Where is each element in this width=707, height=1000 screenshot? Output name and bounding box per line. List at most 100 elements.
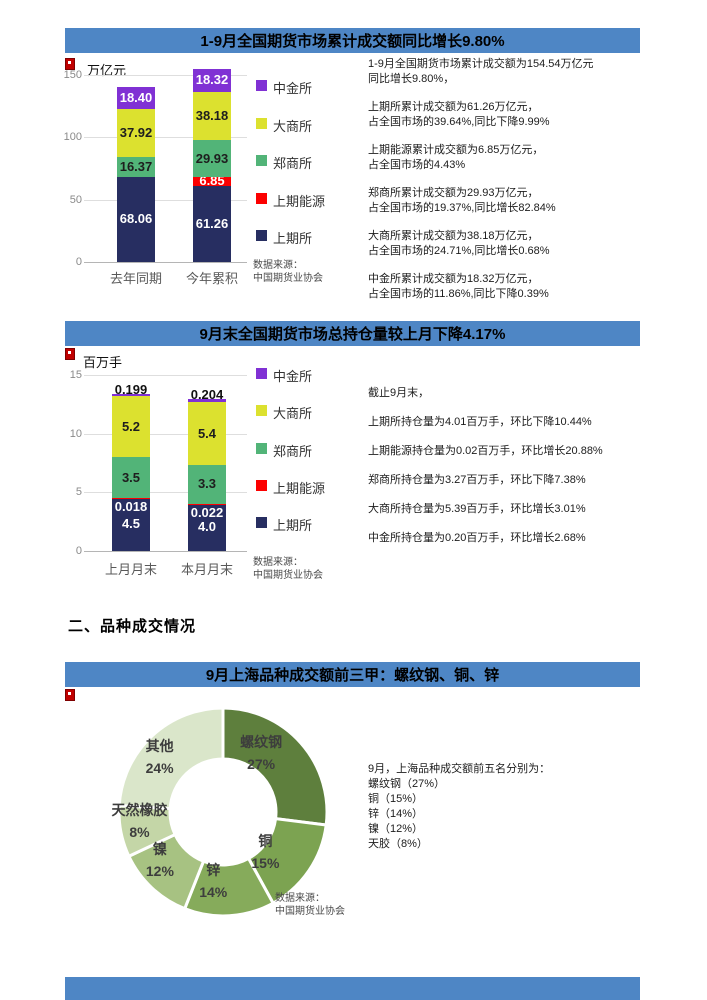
commentary-line: 铜（15%） — [368, 793, 424, 805]
commentary-paragraph: 天胶（8%） — [368, 837, 653, 852]
commentary-line: 截止9月末， — [368, 387, 430, 399]
commentary-paragraph: 郑商所持仓量为3.27百万手，环比下降7.38% — [368, 473, 653, 488]
y-axis-unit-label: 百万手 — [83, 355, 123, 370]
commentary-paragraph: 大商所累计成交额为38.18万亿元， 占全国市场的24.71%,同比增长0.68% — [368, 229, 653, 259]
segment-value-label: 0.018 — [114, 498, 148, 514]
y-tick-label: 0 — [75, 545, 82, 557]
legend-swatch — [256, 479, 267, 491]
commentary-line: 同比增长9.80%， — [368, 73, 455, 85]
y-tick-label: 150 — [63, 69, 82, 81]
legend-swatch — [256, 192, 267, 204]
donut-slice — [126, 832, 206, 911]
y-tick-label: 100 — [63, 131, 82, 144]
bar-segment — [188, 401, 226, 466]
segment-value-label: 29.93 — [195, 150, 229, 166]
segment-value-label: 5.2 — [121, 418, 141, 434]
segment-value-label: 3.3 — [197, 476, 217, 492]
donut-slice-label: 锌 14% — [199, 862, 228, 901]
commentary-line: 上期所持仓量为4.01百万手，环比下降10.44% — [368, 416, 592, 428]
segment-value-label: 0.199 — [114, 381, 148, 397]
gridline — [84, 433, 247, 435]
y-tick-label: 0 — [75, 256, 82, 268]
commentary-line: 1-9月全国期货市场累计成交额为154.54万亿元 — [368, 58, 594, 70]
commentary-line: 中金所持仓量为0.20百万手，环比增长2.68% — [368, 532, 586, 544]
commentary-paragraph: 大商所持仓量为5.39百万手，环比增长3.01% — [368, 502, 653, 517]
commentary-line: 郑商所累计成交额为29.93万亿元， — [368, 187, 539, 199]
bar-segment — [193, 69, 231, 93]
commentary-line: 天胶（8%） — [368, 838, 428, 850]
commentary-line: 锌（14%） — [368, 808, 424, 820]
segment-value-label: 16.37 — [119, 158, 153, 174]
y-tick-label: 10 — [69, 427, 82, 440]
commentary-paragraph: 锌（14%） — [368, 807, 653, 822]
commentary-paragraph: 上期所持仓量为4.01百万手，环比下降10.44% — [368, 415, 653, 430]
gridline — [84, 75, 247, 76]
bar-segment — [117, 86, 155, 110]
y-axis-unit-label: 万亿元 — [87, 63, 127, 78]
bar-segment — [117, 109, 155, 157]
legend-label: 上期能源 — [273, 480, 326, 496]
bar-segment — [188, 465, 226, 504]
y-tick-label: 50 — [69, 193, 82, 206]
gridline — [84, 492, 247, 494]
bar-segment — [188, 399, 226, 402]
commentary-paragraph: 截止9月末， — [368, 386, 653, 401]
commentary-paragraph: 上期能源持仓量为0.02百万手，环比增长20.88% — [368, 444, 653, 459]
commentary-paragraph: 螺纹钢（27%） — [368, 777, 653, 792]
gridline — [84, 375, 247, 376]
legend-swatch — [256, 517, 267, 529]
commentary-line: 郑商所持仓量为3.27百万手，环比下降7.38% — [368, 474, 586, 486]
data-source-note: 中国期货业协会 — [253, 570, 323, 581]
legend-label: 上期所 — [273, 231, 313, 246]
bar-segment — [117, 177, 155, 262]
segment-value-label: 4.0 — [197, 519, 217, 535]
bar-segment — [112, 498, 150, 551]
category-label: 上月月末 — [104, 562, 157, 577]
bar-segment — [112, 393, 150, 396]
legend-label: 上期能源 — [273, 193, 326, 209]
open-interest-commentary-text: 截止9月末， 上期所持仓量为4.01百万手，环比下降10.44% 上期能源持仓量为0… — [368, 386, 653, 560]
chart1-title: 1-9月全国期货市场累计成交额同比增长9.80% — [200, 33, 505, 50]
chart2-title: 9月末全国期货市场总持仓量较上月下降4.17% — [199, 326, 506, 343]
donut-slice — [221, 706, 329, 827]
legend-label: 上期所 — [273, 518, 313, 534]
segment-value-label: 18.40 — [119, 89, 153, 105]
chart2-title-bar: 9月末全国期货市场总持仓量较上月下降4.17% — [65, 321, 640, 346]
turnover-commentary-text: 1-9月全国期货市场累计成交额为154.54万亿元 同比增长9.80%， 上期所累计… — [368, 57, 653, 315]
bar-segment — [193, 177, 231, 186]
donut-slice — [117, 803, 178, 859]
legend-swatch — [256, 368, 267, 379]
commentary-line: 镍（12%） — [368, 823, 424, 835]
commentary-paragraph: 1-9月全国期货市场累计成交额为154.54万亿元 同比增长9.80%， — [368, 57, 653, 87]
data-source-note: 中国期货业协会 — [275, 906, 345, 917]
legend-swatch — [256, 230, 267, 241]
bar-segment — [193, 92, 231, 140]
donut-slice — [117, 706, 225, 811]
bar-segment — [193, 185, 231, 262]
commentary-line: 大商所累计成交额为38.18万亿元， — [368, 230, 539, 242]
bar-segment — [112, 456, 150, 498]
y-tick-label: 15 — [69, 369, 82, 381]
commentary-paragraph: 上期所累计成交额为61.26万亿元， 占全国市场的39.64%,同比下降9.99% — [368, 100, 653, 130]
category-label: 去年同期 — [109, 271, 162, 286]
segment-value-label: 4.5 — [121, 516, 141, 532]
next-section-title-bar-cutoff — [65, 977, 640, 1000]
category-label: 本月月末 — [180, 562, 233, 577]
segment-value-label: 3.5 — [121, 469, 141, 485]
donut-chart-svg — [117, 706, 329, 918]
chart3-title-bar: 9月上海品种成交额前三甲：螺纹钢、铜、锌 — [65, 662, 640, 687]
data-source-note: 数据来源： — [275, 893, 325, 904]
shanghai-products-commentary-text: 9月，上海品种成交额前五名分别为： 螺纹钢（27%） 铜（15%） 锌（14%） 镍（1… — [368, 762, 653, 852]
donut-slice-label: 镍 12% — [145, 840, 174, 879]
embedded-object-icon — [65, 58, 75, 70]
donut-slice-label: 其他 24% — [145, 737, 174, 776]
legend-swatch — [256, 155, 267, 166]
embedded-object-icon — [65, 689, 75, 701]
commentary-line: 大商所持仓量为5.39百万手，环比增长3.01% — [368, 503, 586, 515]
donut-slice-label: 天然橡胶 8% — [111, 801, 168, 840]
segment-value-label: 37.92 — [119, 125, 153, 141]
commentary-paragraph: 中金所累计成交额为18.32万亿元， 占全国市场的11.86%,同比下降0.39% — [368, 272, 653, 302]
segment-value-label: 61.26 — [195, 215, 229, 231]
donut-slice — [182, 856, 276, 918]
